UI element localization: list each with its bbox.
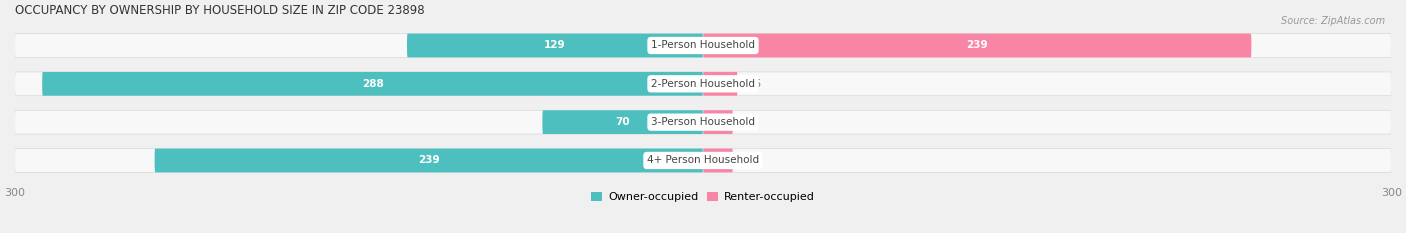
Text: 4+ Person Household: 4+ Person Household	[647, 155, 759, 165]
FancyBboxPatch shape	[406, 34, 703, 57]
Text: 239: 239	[418, 155, 440, 165]
FancyBboxPatch shape	[703, 34, 1251, 57]
Legend: Owner-occupied, Renter-occupied: Owner-occupied, Renter-occupied	[586, 188, 820, 207]
FancyBboxPatch shape	[155, 149, 703, 172]
FancyBboxPatch shape	[42, 72, 703, 96]
FancyBboxPatch shape	[543, 110, 703, 134]
Text: 1-Person Household: 1-Person Household	[651, 41, 755, 51]
Text: 2-Person Household: 2-Person Household	[651, 79, 755, 89]
FancyBboxPatch shape	[14, 110, 1392, 134]
FancyBboxPatch shape	[14, 149, 1392, 172]
FancyBboxPatch shape	[14, 34, 1392, 57]
Text: 13: 13	[744, 155, 758, 165]
Text: 15: 15	[749, 79, 762, 89]
FancyBboxPatch shape	[14, 72, 1392, 96]
Text: OCCUPANCY BY OWNERSHIP BY HOUSEHOLD SIZE IN ZIP CODE 23898: OCCUPANCY BY OWNERSHIP BY HOUSEHOLD SIZE…	[14, 4, 425, 17]
FancyBboxPatch shape	[703, 110, 733, 134]
Text: 3-Person Household: 3-Person Household	[651, 117, 755, 127]
Text: 70: 70	[616, 117, 630, 127]
Text: 288: 288	[361, 79, 384, 89]
Text: 129: 129	[544, 41, 565, 51]
Text: 239: 239	[966, 41, 988, 51]
FancyBboxPatch shape	[703, 149, 733, 172]
FancyBboxPatch shape	[703, 72, 737, 96]
Text: Source: ZipAtlas.com: Source: ZipAtlas.com	[1281, 16, 1385, 26]
Text: 13: 13	[744, 117, 758, 127]
